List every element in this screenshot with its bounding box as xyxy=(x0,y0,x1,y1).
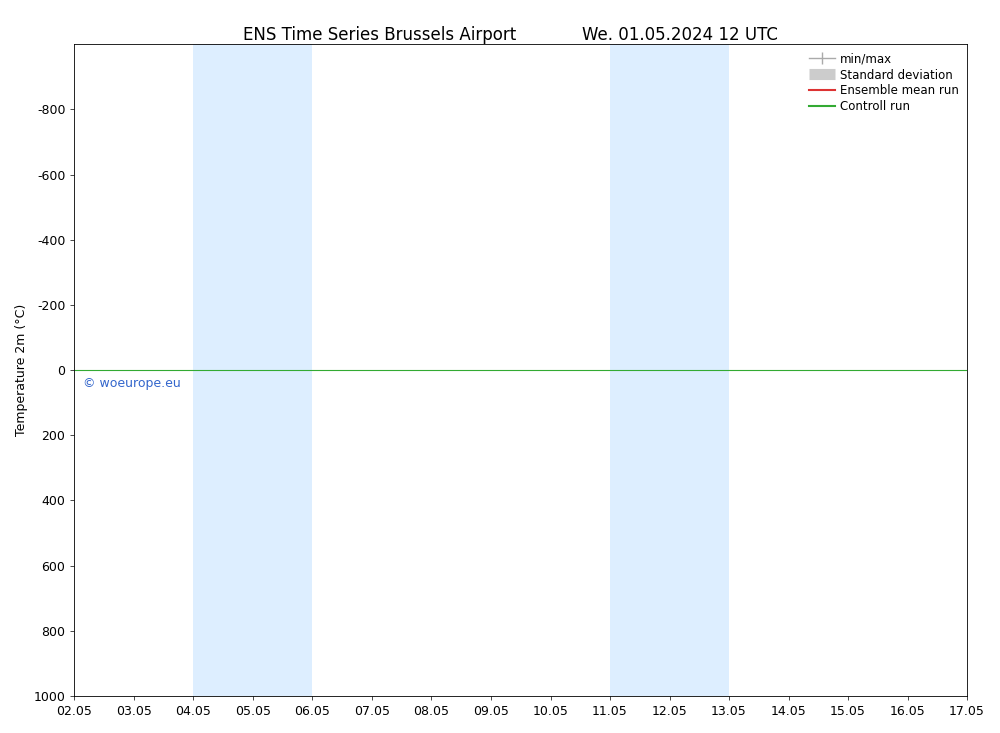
Bar xyxy=(610,44,729,696)
Text: We. 01.05.2024 12 UTC: We. 01.05.2024 12 UTC xyxy=(582,26,778,44)
Y-axis label: Temperature 2m (°C): Temperature 2m (°C) xyxy=(15,304,28,436)
Text: ENS Time Series Brussels Airport: ENS Time Series Brussels Airport xyxy=(243,26,517,44)
Text: © woeurope.eu: © woeurope.eu xyxy=(83,377,181,390)
Bar xyxy=(193,44,312,696)
Legend: min/max, Standard deviation, Ensemble mean run, Controll run: min/max, Standard deviation, Ensemble me… xyxy=(805,48,964,118)
